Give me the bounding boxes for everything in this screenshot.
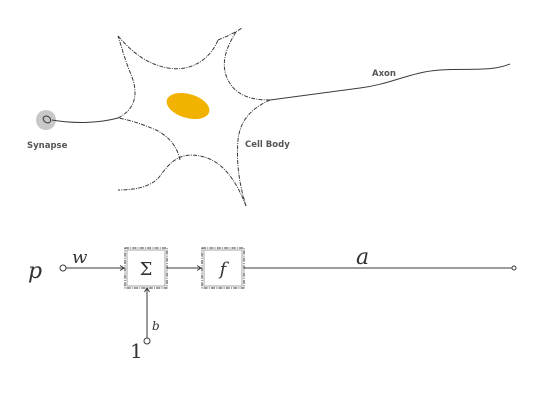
dendrite-line [51,117,119,123]
cell-body-upper-left-arm [117,35,136,119]
output-a-label: a [356,245,369,270]
bias-label: b [152,319,160,333]
synapse-knob [42,115,52,124]
bias-input-label: 1 [130,339,143,363]
cell-body-bottom-notch [117,154,247,207]
bias-node [143,337,151,345]
cell-body-upper-right-arm [217,27,271,101]
bias-arrowhead [144,287,150,293]
axon-line [269,63,511,101]
sum-node-inner [126,249,166,287]
input-p-label: p [28,259,42,284]
output-node [511,265,517,271]
input-node [59,264,67,272]
input-arrowhead [119,265,125,271]
synapse-halo [36,110,56,130]
sum-arrowhead [196,265,202,271]
cell-body-label: Cell Body [245,140,290,150]
sum-symbol: Σ [140,259,153,280]
nucleus [166,92,210,120]
synapse-label: Synapse [27,141,68,151]
axon-label: Axon [372,69,396,79]
cell-body-lower-left-arm [117,117,181,161]
cell-body-lower-right-arm [237,99,271,207]
perceptron-diagram: p w Σ f a b 1 [28,245,517,363]
neuron-illustration: Synapse Cell Body Axon [27,27,511,207]
cell-body-top-notch [117,35,219,70]
transfer-symbol: f [218,259,230,280]
transfer-node-inner [203,249,243,287]
weight-label: w [72,247,88,268]
